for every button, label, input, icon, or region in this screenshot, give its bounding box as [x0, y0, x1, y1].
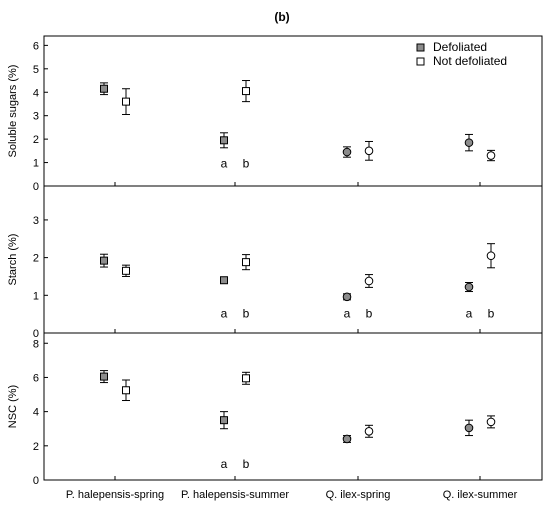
- legend-marker: [416, 43, 425, 52]
- data-point: [486, 417, 496, 427]
- data-point: [100, 256, 108, 265]
- legend-marker: [416, 57, 425, 66]
- y-tick-label: 6: [33, 372, 39, 384]
- data-point: [464, 282, 474, 292]
- data-point: [464, 423, 474, 433]
- data-point: [364, 146, 374, 156]
- y-tick-label: 2: [33, 441, 39, 453]
- significance-letter: a: [221, 457, 228, 471]
- data-point: [242, 258, 250, 267]
- data-point: [364, 276, 374, 286]
- data-point: [486, 151, 496, 160]
- y-axis-title: NSC (%): [7, 385, 19, 428]
- data-point: [464, 138, 474, 147]
- data-point: [122, 266, 130, 275]
- panel-label: (b): [274, 10, 289, 24]
- plot-frame: [43, 332, 543, 481]
- data-point: [100, 372, 108, 381]
- y-tick-label: 3: [33, 215, 39, 227]
- data-point: [100, 84, 108, 93]
- data-point: [486, 251, 496, 261]
- y-tick-label: 2: [33, 253, 39, 265]
- y-tick-label: 6: [33, 40, 39, 52]
- x-category-label: Q. ilex-spring: [326, 489, 391, 501]
- significance-letter: a: [221, 306, 228, 320]
- x-category-label: P. halepensis-spring: [66, 489, 164, 501]
- significance-letter: a: [466, 306, 473, 320]
- y-tick-label: 2: [33, 134, 39, 146]
- data-point: [122, 97, 130, 106]
- data-point: [220, 416, 228, 425]
- chart-panels: 0 1 2 3 4 5 6 Soluble sugars (%) a b DefoliatedNot…: [7, 35, 543, 501]
- data-point: [342, 147, 352, 157]
- panel-1: 0 1 2 3 4 5 6 Soluble sugars (%) a b DefoliatedNot…: [7, 35, 543, 193]
- data-point: [364, 426, 374, 436]
- data-point: [242, 374, 250, 383]
- legend-label: Not defoliated: [433, 54, 507, 68]
- y-axis-title: Starch (%): [7, 234, 19, 286]
- y-tick-label: 4: [33, 87, 39, 99]
- y-tick-label: 4: [33, 407, 39, 419]
- y-tick-label: 3: [33, 111, 39, 123]
- data-point: [220, 136, 228, 145]
- data-point: [220, 276, 228, 285]
- x-category-label: P. halepensis-summer: [181, 489, 289, 501]
- significance-letter: b: [243, 306, 250, 320]
- panel-3: 0 2 4 6 8 NSC (%) a b: [7, 332, 543, 487]
- y-tick-label: 0: [33, 181, 39, 193]
- data-point: [342, 292, 352, 302]
- y-tick-label: 5: [33, 64, 39, 76]
- significance-letter: b: [488, 306, 495, 320]
- y-tick-label: 1: [33, 158, 39, 170]
- significance-letter: a: [221, 157, 228, 171]
- x-category-label: Q. ilex-summer: [443, 489, 518, 501]
- y-axis-title: Soluble sugars (%): [7, 65, 19, 158]
- y-tick-label: 8: [33, 338, 39, 350]
- legend-label: Defoliated: [433, 40, 487, 54]
- y-tick-label: 0: [33, 328, 39, 340]
- panel-2: 0 1 2 3 Starch (%) a b a b a b: [7, 185, 543, 340]
- data-point: [122, 386, 130, 395]
- data-point: [342, 434, 352, 444]
- data-point: [242, 87, 250, 96]
- significance-letter: a: [344, 306, 351, 320]
- y-tick-label: 0: [33, 475, 39, 487]
- y-tick-label: 1: [33, 290, 39, 302]
- significance-letter: b: [243, 157, 250, 171]
- significance-letter: b: [366, 306, 373, 320]
- significance-letter: b: [243, 457, 250, 471]
